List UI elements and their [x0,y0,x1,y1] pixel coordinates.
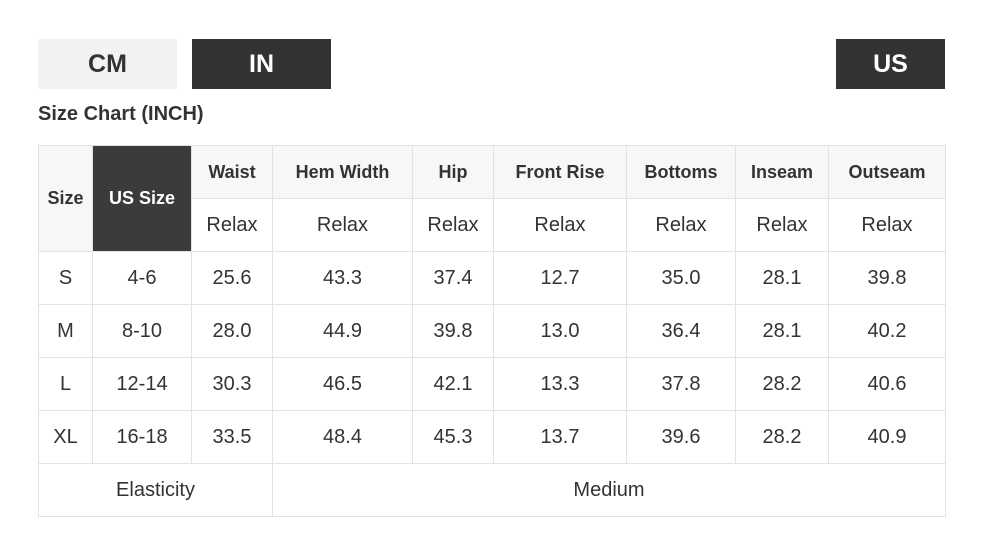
table-cell: 28.2 [735,410,829,464]
table-row: XL 16-18 33.5 48.4 45.3 13.7 39.6 28.2 40.9 [38,410,946,464]
table-cell: 13.7 [493,410,627,464]
table-cell: Relax [493,198,627,252]
size-table: Size US Size Waist Hem Width Hip Front Rise Bo… [38,145,946,517]
unit-tab[interactable]: IN [192,39,331,89]
table-cell: Medium [272,463,946,517]
table-cell: Relax [191,198,273,252]
table-cell: 40.9 [828,410,946,464]
table-cell: 28.2 [735,357,829,411]
table-row: L 12-14 30.3 46.5 42.1 13.3 37.8 28.2 40.6 [38,357,946,411]
table-cell: 37.8 [626,357,736,411]
table-cell: Inseam [735,145,829,199]
table-cell: Size [38,145,93,252]
table-cell: Relax [412,198,494,252]
table-cell: Relax [735,198,829,252]
table-cell: 28.1 [735,251,829,305]
table-cell: 36.4 [626,304,736,358]
table-row: Relax Relax Relax Relax Relax Relax Relax [39,198,946,252]
table-cell: 25.6 [191,251,273,305]
table-cell: 48.4 [272,410,413,464]
table-cell: Front Rise [493,145,627,199]
table-cell: 40.2 [828,304,946,358]
table-cell: 28.1 [735,304,829,358]
table-cell: 13.0 [493,304,627,358]
table-cell: 35.0 [626,251,736,305]
table-cell: M [38,304,93,358]
table-row: M 8-10 28.0 44.9 39.8 13.0 36.4 28.1 40.2 [38,304,946,358]
unit-tab[interactable]: CM [38,39,177,89]
table-cell: Hem Width [272,145,413,199]
table-cell: 46.5 [272,357,413,411]
table-cell: 30.3 [191,357,273,411]
table-cell: 39.8 [828,251,946,305]
table-cell: 4-6 [92,251,192,305]
title: Size Chart (INCH) [38,103,204,125]
table-cell: L [38,357,93,411]
region-tab[interactable]: US [836,39,945,89]
table-cell: 13.3 [493,357,627,411]
table-cell: 12-14 [92,357,192,411]
table-cell: US Size [92,145,192,252]
table-cell: Hip [412,145,494,199]
table-cell: 42.1 [412,357,494,411]
table-cell: 45.3 [412,410,494,464]
table-cell: 8-10 [92,304,192,358]
table-cell: Outseam [828,145,946,199]
table-cell: 44.9 [272,304,413,358]
table-cell: XL [38,410,93,464]
table-cell: 28.0 [191,304,273,358]
table-row: S 4-6 25.6 43.3 37.4 12.7 35.0 28.1 39.8 [38,251,946,305]
table-cell: 33.5 [191,410,273,464]
table-cell: Relax [828,198,946,252]
table-cell: S [38,251,93,305]
table-cell: Waist [191,145,273,199]
table-cell: 39.8 [412,304,494,358]
table-row: Size US Size Waist Hem Width Hip Front Rise Bo… [38,145,946,252]
table-cell: Bottoms [626,145,736,199]
table-cell: 39.6 [626,410,736,464]
table-cell: 16-18 [92,410,192,464]
table-cell: 12.7 [493,251,627,305]
table-cell: Elasticity [38,463,273,517]
table-cell: 40.6 [828,357,946,411]
table-row: Elasticity Medium [38,463,946,517]
table-cell: Relax [626,198,736,252]
table-cell: 43.3 [272,251,413,305]
table-cell: Relax [272,198,413,252]
table-cell: 37.4 [412,251,494,305]
